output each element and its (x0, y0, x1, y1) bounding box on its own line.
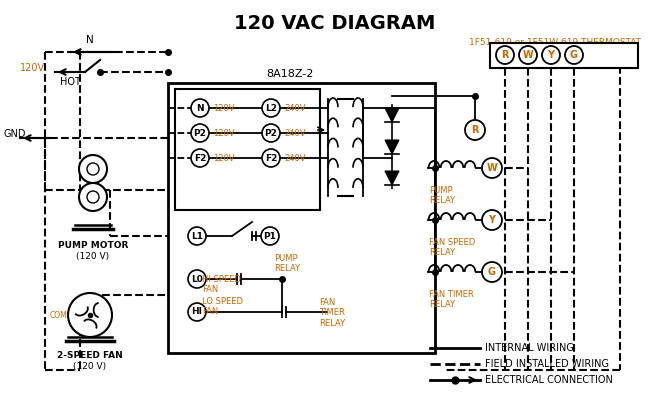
Circle shape (79, 183, 107, 211)
Text: Y: Y (488, 215, 496, 225)
Text: ELECTRICAL CONNECTION: ELECTRICAL CONNECTION (485, 375, 613, 385)
Text: L0: L0 (191, 274, 203, 284)
Text: FIELD INSTALLED WIRING: FIELD INSTALLED WIRING (485, 359, 609, 369)
Text: G: G (570, 50, 578, 60)
Text: W: W (523, 50, 533, 60)
Circle shape (191, 149, 209, 167)
Text: N: N (86, 35, 94, 45)
Text: LO: LO (71, 303, 82, 311)
Circle shape (482, 262, 502, 282)
Text: (120 V): (120 V) (76, 253, 110, 261)
Circle shape (188, 270, 206, 288)
Circle shape (519, 46, 537, 64)
Text: 120V: 120V (213, 103, 234, 112)
Text: L1: L1 (191, 232, 203, 241)
Polygon shape (385, 108, 399, 122)
Text: R: R (471, 125, 479, 135)
Text: N: N (196, 103, 204, 112)
Text: HI SPEED
FAN: HI SPEED FAN (202, 274, 241, 294)
Text: W: W (486, 163, 497, 173)
Text: LO SPEED
FAN: LO SPEED FAN (202, 297, 243, 316)
Bar (175, 89, 320, 210)
Text: 1F51-619 or 1F51W-619 THERMOSTAT: 1F51-619 or 1F51W-619 THERMOSTAT (469, 38, 641, 47)
Polygon shape (385, 171, 399, 185)
Text: F2: F2 (265, 153, 277, 163)
Circle shape (261, 227, 279, 245)
Text: F2: F2 (194, 153, 206, 163)
Circle shape (79, 155, 107, 183)
Text: 240V: 240V (284, 129, 306, 137)
Text: HI: HI (192, 308, 202, 316)
Circle shape (262, 124, 280, 142)
Text: R: R (501, 50, 509, 60)
Text: G: G (488, 267, 496, 277)
Circle shape (87, 191, 99, 203)
Circle shape (191, 124, 209, 142)
Text: P2: P2 (265, 129, 277, 137)
Bar (490, 43, 638, 68)
Circle shape (465, 120, 485, 140)
Text: 120 VAC DIAGRAM: 120 VAC DIAGRAM (234, 14, 436, 33)
Text: COM: COM (50, 310, 67, 320)
Text: PUMP
RELAY: PUMP RELAY (274, 254, 300, 274)
Text: GND: GND (3, 129, 25, 139)
Circle shape (542, 46, 560, 64)
Text: (120 V): (120 V) (74, 362, 107, 372)
Circle shape (496, 46, 514, 64)
Text: FAN
TIMER
RELAY: FAN TIMER RELAY (319, 298, 345, 328)
Circle shape (188, 227, 206, 245)
Text: 240V: 240V (284, 153, 306, 163)
Circle shape (87, 163, 99, 175)
Text: HOT: HOT (60, 77, 81, 87)
Text: PUMP MOTOR: PUMP MOTOR (58, 241, 128, 249)
Polygon shape (385, 140, 399, 154)
Circle shape (191, 99, 209, 117)
Text: 240V: 240V (284, 103, 306, 112)
Text: P1: P1 (263, 232, 277, 241)
Circle shape (565, 46, 583, 64)
Text: PUMP
RELAY: PUMP RELAY (429, 186, 455, 205)
Bar (168, 83, 435, 353)
Circle shape (482, 158, 502, 178)
Circle shape (482, 210, 502, 230)
Text: FAN TIMER
RELAY: FAN TIMER RELAY (429, 290, 474, 309)
Text: L2: L2 (265, 103, 277, 112)
Text: P2: P2 (194, 129, 206, 137)
Text: INTERNAL WIRING: INTERNAL WIRING (485, 343, 574, 353)
Text: FAN SPEED
RELAY: FAN SPEED RELAY (429, 238, 475, 257)
Text: Y: Y (547, 50, 555, 60)
Text: 120V: 120V (213, 129, 234, 137)
Text: HI: HI (73, 318, 82, 328)
Circle shape (262, 99, 280, 117)
Text: 120V: 120V (20, 63, 45, 73)
Circle shape (188, 303, 206, 321)
Text: 2-SPEED FAN: 2-SPEED FAN (57, 351, 123, 360)
Text: 8A18Z-2: 8A18Z-2 (266, 69, 314, 79)
Circle shape (68, 293, 112, 337)
Text: 120V: 120V (213, 153, 234, 163)
Circle shape (262, 149, 280, 167)
